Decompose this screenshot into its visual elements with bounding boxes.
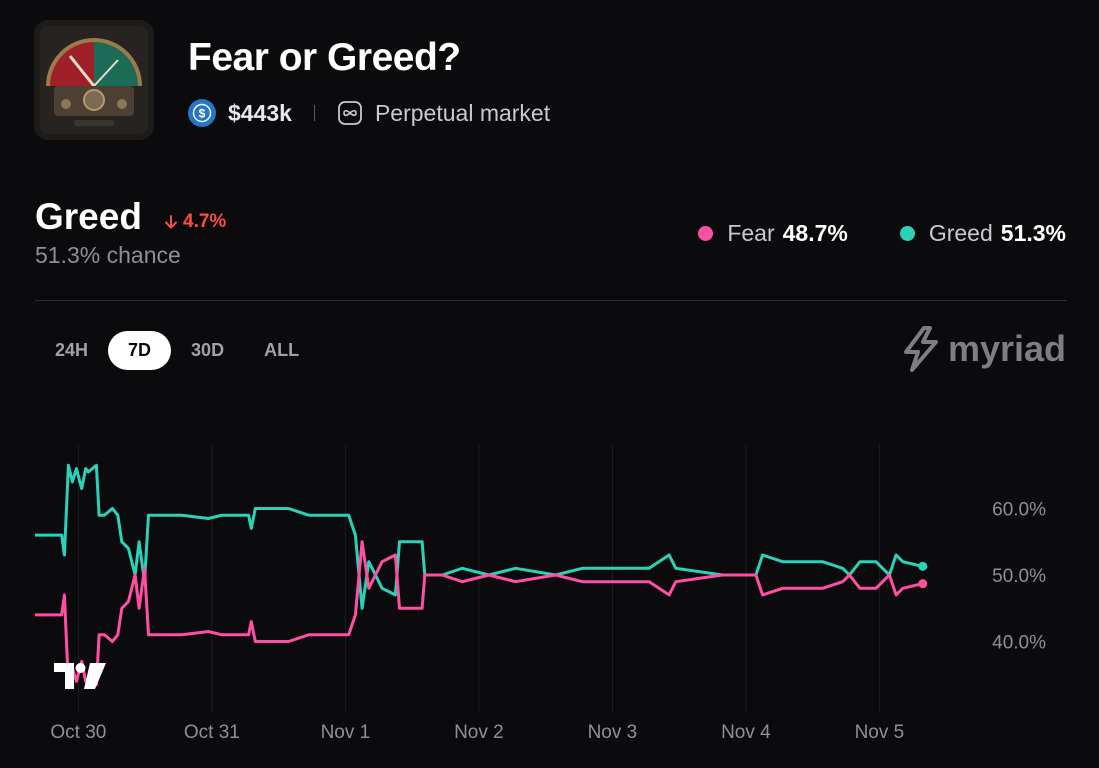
fear-dot	[698, 226, 714, 241]
chance-text: 51.3% chance	[35, 242, 181, 268]
tab-24h[interactable]: 24H	[55, 340, 89, 360]
usdc-coin-icon: $	[188, 99, 216, 127]
x-tick-label: Nov 3	[588, 722, 638, 743]
meta-divider	[313, 105, 315, 121]
market-volume: $443k	[228, 99, 292, 126]
tradingview-logo	[52, 660, 108, 697]
x-tick-label: Oct 31	[184, 722, 240, 743]
x-tick-label: Nov 5	[855, 722, 905, 743]
probability-chart: Oct 30 Oct 31 Nov 1 Nov 2 Nov 3 Nov 4 Nov 5 60.…	[35, 445, 1046, 743]
x-tick-label: Nov 2	[454, 722, 504, 743]
x-tick-label: Nov 1	[321, 722, 371, 743]
y-tick-label: 50.0%	[992, 566, 1046, 587]
infinity-icon	[337, 100, 363, 126]
legend: Fear 48.7% Greed 51.3%	[646, 220, 1066, 247]
change-value: 4.7%	[183, 211, 227, 232]
series-line-fear	[35, 540, 924, 687]
brand-name: myriad	[947, 328, 1066, 369]
brand-logo: myriad	[902, 326, 1066, 372]
change-indicator: 4.7%	[164, 211, 226, 233]
series-end-dot-fear	[918, 579, 928, 589]
leading-outcome: Greed	[35, 196, 142, 237]
gauge-image	[34, 20, 154, 140]
tab-30d[interactable]: 30D	[191, 340, 225, 360]
x-tick-label: Oct 30	[50, 722, 106, 743]
timeframe-tabs: 24H 7D 30D ALL	[35, 331, 319, 370]
market-title: Fear or Greed?	[188, 36, 461, 79]
y-tick-label: 60.0%	[992, 500, 1046, 521]
legend-fear-name: Fear	[727, 220, 775, 246]
legend-greed-name: Greed	[928, 220, 993, 246]
legend-item-fear: Fear 48.7%	[698, 220, 848, 247]
legend-fear-value: 48.7%	[782, 220, 848, 246]
myriad-logo-icon	[903, 326, 938, 372]
arrow-down-icon	[165, 215, 177, 229]
greed-dot	[899, 226, 915, 241]
svg-text:$: $	[199, 107, 206, 121]
legend-greed-value: 51.3%	[1000, 220, 1066, 246]
tab-all[interactable]: ALL	[264, 340, 300, 360]
market-type: Perpetual market	[374, 99, 551, 126]
market-meta: $ $443k Perpetual market	[188, 96, 550, 130]
market-thumbnail	[34, 20, 154, 140]
legend-item-greed: Greed 51.3%	[899, 220, 1066, 247]
series-end-dot-greed	[918, 561, 928, 571]
x-tick-label: Nov 4	[721, 722, 771, 743]
y-tick-label: 40.0%	[992, 633, 1046, 654]
tab-7d[interactable]: 7D	[108, 331, 172, 370]
section-divider	[35, 300, 1067, 301]
